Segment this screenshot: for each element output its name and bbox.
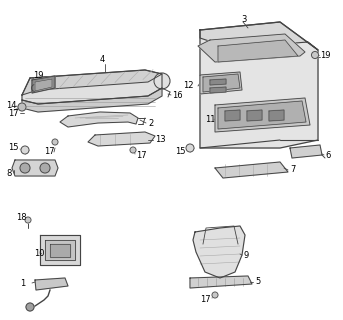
- Circle shape: [186, 144, 194, 152]
- Circle shape: [40, 163, 50, 173]
- Polygon shape: [198, 34, 305, 62]
- Text: 3: 3: [241, 14, 246, 23]
- Text: 5: 5: [255, 277, 260, 286]
- Circle shape: [25, 217, 31, 223]
- Text: 6: 6: [325, 150, 330, 159]
- Polygon shape: [218, 101, 306, 129]
- Polygon shape: [218, 40, 298, 62]
- Polygon shape: [50, 244, 70, 257]
- Text: 18: 18: [16, 213, 27, 222]
- Polygon shape: [35, 278, 68, 290]
- Polygon shape: [215, 162, 288, 178]
- Circle shape: [20, 163, 30, 173]
- Polygon shape: [193, 226, 245, 278]
- Polygon shape: [190, 276, 252, 288]
- Text: 17: 17: [200, 295, 211, 305]
- Circle shape: [18, 103, 26, 111]
- Text: 11: 11: [205, 116, 215, 124]
- Circle shape: [21, 146, 29, 154]
- Polygon shape: [88, 132, 155, 146]
- Text: 7: 7: [290, 165, 295, 174]
- Circle shape: [212, 292, 218, 298]
- Polygon shape: [12, 160, 58, 176]
- Polygon shape: [200, 22, 318, 148]
- Polygon shape: [32, 76, 55, 93]
- Text: 15: 15: [8, 143, 19, 153]
- Circle shape: [26, 303, 34, 311]
- Polygon shape: [210, 87, 226, 93]
- Text: 17: 17: [44, 148, 55, 156]
- Text: 14: 14: [6, 100, 16, 109]
- Polygon shape: [45, 240, 75, 260]
- Text: 13: 13: [155, 135, 166, 145]
- Polygon shape: [269, 110, 284, 121]
- Polygon shape: [203, 74, 240, 92]
- Text: 19: 19: [33, 71, 44, 81]
- Text: 17: 17: [136, 150, 146, 159]
- Polygon shape: [60, 112, 138, 127]
- Polygon shape: [225, 110, 240, 121]
- Text: 2: 2: [148, 119, 153, 129]
- Polygon shape: [215, 98, 310, 132]
- Text: 16: 16: [172, 92, 182, 100]
- Polygon shape: [200, 72, 242, 94]
- Text: 9: 9: [244, 251, 249, 260]
- Text: 12: 12: [183, 81, 193, 90]
- Circle shape: [311, 52, 319, 59]
- Polygon shape: [290, 145, 322, 158]
- Circle shape: [32, 84, 38, 92]
- Polygon shape: [40, 235, 80, 265]
- Text: 4: 4: [100, 55, 105, 65]
- Circle shape: [52, 139, 58, 145]
- Circle shape: [154, 73, 170, 89]
- Text: 8: 8: [6, 169, 11, 178]
- Text: 17: 17: [8, 108, 19, 117]
- Text: 15: 15: [175, 148, 186, 156]
- Polygon shape: [35, 79, 52, 91]
- Text: 19: 19: [320, 51, 331, 60]
- Circle shape: [130, 147, 136, 153]
- Polygon shape: [200, 22, 318, 50]
- Text: 10: 10: [34, 249, 45, 258]
- Text: 1: 1: [20, 278, 25, 287]
- Polygon shape: [22, 88, 162, 112]
- Polygon shape: [210, 79, 226, 85]
- Polygon shape: [22, 70, 162, 104]
- Polygon shape: [247, 110, 262, 121]
- Polygon shape: [22, 70, 162, 95]
